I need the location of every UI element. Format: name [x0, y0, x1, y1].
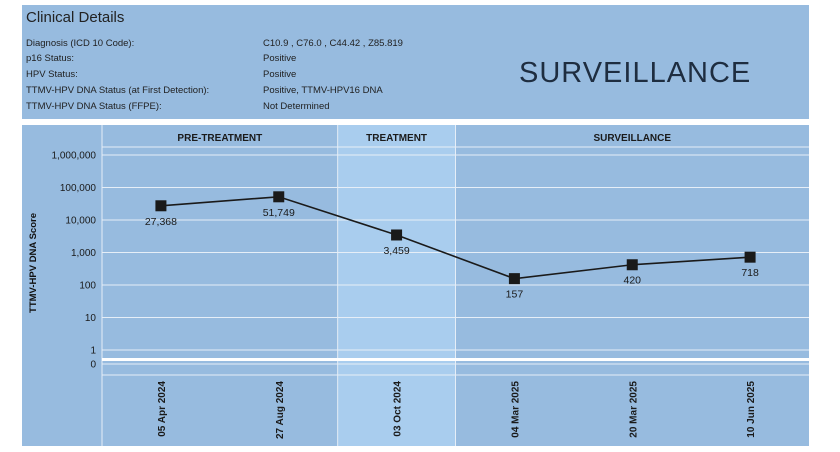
- detail-label: HPV Status:: [26, 69, 78, 80]
- data-label: 420: [623, 275, 641, 287]
- y-tick-label: 10,000: [65, 216, 96, 227]
- data-point-marker: [744, 251, 756, 263]
- detail-row-first-detection: TTMV-HPV DNA Status (at First Detection)…: [26, 85, 546, 99]
- detail-row-diagnosis: Diagnosis (ICD 10 Code): C10.9 , C76.0 ,…: [26, 38, 546, 52]
- detail-value: Positive: [263, 69, 297, 80]
- y-tick-label: 1,000,000: [52, 151, 97, 162]
- detail-label: TTMV-HPV DNA Status (at First Detection)…: [26, 85, 210, 96]
- detail-label: Diagnosis (ICD 10 Code):: [26, 38, 135, 49]
- phase-label: SURVEILLANCE: [593, 133, 671, 144]
- clinical-details-panel: Clinical Details Diagnosis (ICD 10 Code)…: [22, 5, 809, 119]
- data-label: 3,459: [383, 245, 409, 257]
- data-point-marker: [155, 200, 167, 212]
- detail-value: Positive, TTMV-HPV16 DNA: [263, 85, 383, 96]
- x-tick-label: 20 Mar 2025: [628, 381, 639, 438]
- detail-value: Positive: [263, 53, 297, 64]
- x-tick-label: 27 Aug 2024: [275, 381, 286, 439]
- x-tick-label: 04 Mar 2025: [510, 381, 521, 438]
- detail-label: TTMV-HPV DNA Status (FFPE):: [26, 101, 162, 112]
- detail-label: p16 Status:: [26, 53, 75, 64]
- phase-label: TREATMENT: [366, 133, 427, 144]
- y-tick-label: 1: [90, 346, 96, 357]
- series-line: [160, 195, 751, 280]
- data-label: 718: [741, 267, 759, 279]
- detail-row-p16: p16 Status: Positive: [26, 53, 546, 67]
- detail-row-hpv: HPV Status: Positive: [26, 69, 546, 83]
- data-label: 51,749: [263, 207, 295, 219]
- y-tick-label: 100: [79, 281, 96, 292]
- data-point-marker: [626, 259, 638, 271]
- detail-row-ffpe: TTMV-HPV DNA Status (FFPE): Not Determin…: [26, 101, 546, 115]
- data-point-marker: [508, 273, 520, 285]
- x-tick-label: 05 Apr 2024: [157, 381, 168, 437]
- chart-svg: PRE-TREATMENT TREATMENT SURVEILLANCE 1,000,…: [28, 125, 809, 446]
- y-axis-title: TTMV-HPV DNA Score: [28, 213, 39, 313]
- dna-score-chart: PRE-TREATMENT TREATMENT SURVEILLANCE 1,000,…: [22, 125, 809, 446]
- data-point-marker: [391, 229, 403, 241]
- y-tick-label: 100,000: [60, 183, 97, 194]
- detail-value: C10.9 , C76.0 , C44.42 , Z85.819: [263, 38, 403, 49]
- clinical-details-title: Clinical Details: [26, 9, 125, 26]
- data-label: 27,368: [145, 216, 177, 228]
- current-phase-banner: SURVEILLANCE: [519, 57, 752, 89]
- detail-value: Not Determined: [263, 101, 330, 112]
- phase-label: PRE-TREATMENT: [177, 133, 262, 144]
- y-tick-label: 0: [90, 360, 96, 371]
- x-tick-label: 03 Oct 2024: [393, 381, 404, 437]
- y-tick-label: 1,000: [71, 248, 96, 259]
- data-label: 157: [506, 289, 524, 301]
- y-tick-label: 10: [85, 313, 97, 324]
- x-tick-label: 10 Jun 2025: [746, 381, 757, 438]
- axis-break: [102, 358, 809, 361]
- data-point-marker: [273, 191, 285, 203]
